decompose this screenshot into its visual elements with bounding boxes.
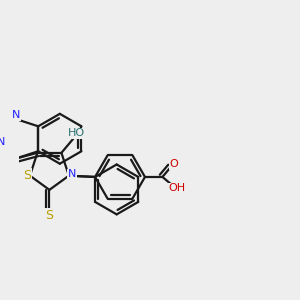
Text: N: N <box>11 110 20 121</box>
Text: N: N <box>0 137 5 147</box>
Text: S: S <box>23 169 31 182</box>
Text: O: O <box>169 159 178 170</box>
Text: OH: OH <box>168 184 185 194</box>
Text: HO: HO <box>68 128 86 139</box>
Text: S: S <box>45 209 53 222</box>
Text: N: N <box>68 169 76 179</box>
